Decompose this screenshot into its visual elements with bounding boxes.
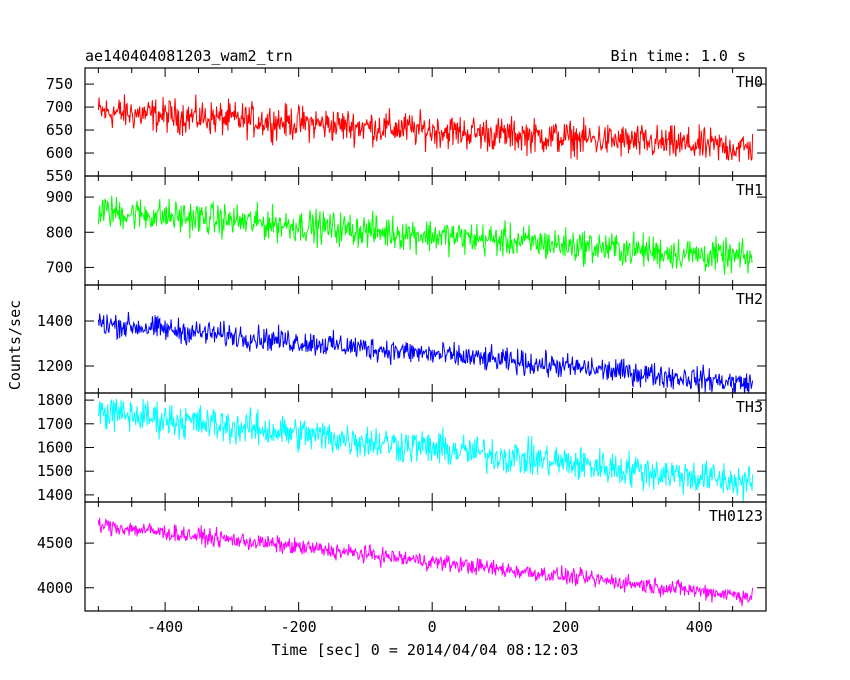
y-tick-label: 800 [46, 223, 73, 241]
series-line-th0123 [97, 517, 754, 607]
panel-frame [84, 67, 767, 177]
y-tick-label: 4000 [37, 579, 73, 597]
x-tick-label: 200 [552, 618, 579, 636]
y-tick-label: 1600 [37, 439, 73, 457]
panel-th0123: 4000 4500 TH0123 [37, 501, 767, 612]
x-tick-label: 0 [428, 618, 437, 636]
y-tick-label: 1400 [37, 312, 73, 330]
y-tick-label: 1800 [37, 391, 73, 409]
panel-label: TH0123 [709, 507, 763, 525]
panel-th1: 700 800 900 TH1 [46, 175, 767, 286]
panel-label: TH3 [736, 398, 763, 416]
panel-th0: 550 600 650 700 750 TH0 [46, 67, 767, 185]
x-tick-label: -200 [281, 618, 317, 636]
series-line-th0 [97, 94, 754, 163]
panel-frame [84, 501, 767, 612]
y-tick-label: 750 [46, 75, 73, 93]
panel-label: TH2 [736, 290, 763, 308]
y-tick-label: 1400 [37, 486, 73, 504]
chart-title: ae140404081203_wam2_trn [85, 47, 293, 65]
y-tick-label: 600 [46, 144, 73, 162]
panel-frame [84, 175, 767, 286]
panel-th3: 1400 1500 1600 1700 1800 TH3 [37, 391, 767, 504]
y-tick-label: 650 [46, 121, 73, 139]
y-tick-label: 900 [46, 188, 73, 206]
x-tick-label: -400 [147, 618, 183, 636]
y-tick-label: 700 [46, 98, 73, 116]
series-line-th2 [97, 311, 754, 393]
bin-time-label: Bin time: 1.0 s [611, 47, 746, 65]
y-tick-label: 1200 [37, 357, 73, 375]
series-line-th1 [97, 195, 753, 275]
y-tick-label: 550 [46, 167, 73, 185]
panels-group: 550 600 650 700 750 TH0 700 800 900 TH1 1200 1400 TH… [37, 67, 767, 636]
y-tick-label: 1500 [37, 462, 73, 480]
y-tick-label: 4500 [37, 534, 73, 552]
panel-label: TH0 [736, 73, 763, 91]
panel-th2: 1200 1400 TH2 [37, 284, 767, 394]
y-tick-label: 700 [46, 258, 73, 276]
y-tick-label: 1700 [37, 415, 73, 433]
panel-label: TH1 [736, 181, 763, 199]
x-tick-label: 400 [686, 618, 713, 636]
x-axis-label: Time [sec] 0 = 2014/04/04 08:12:03 [271, 641, 578, 659]
y-axis-label: Counts/sec [6, 300, 24, 390]
series-line-th3 [97, 398, 754, 502]
